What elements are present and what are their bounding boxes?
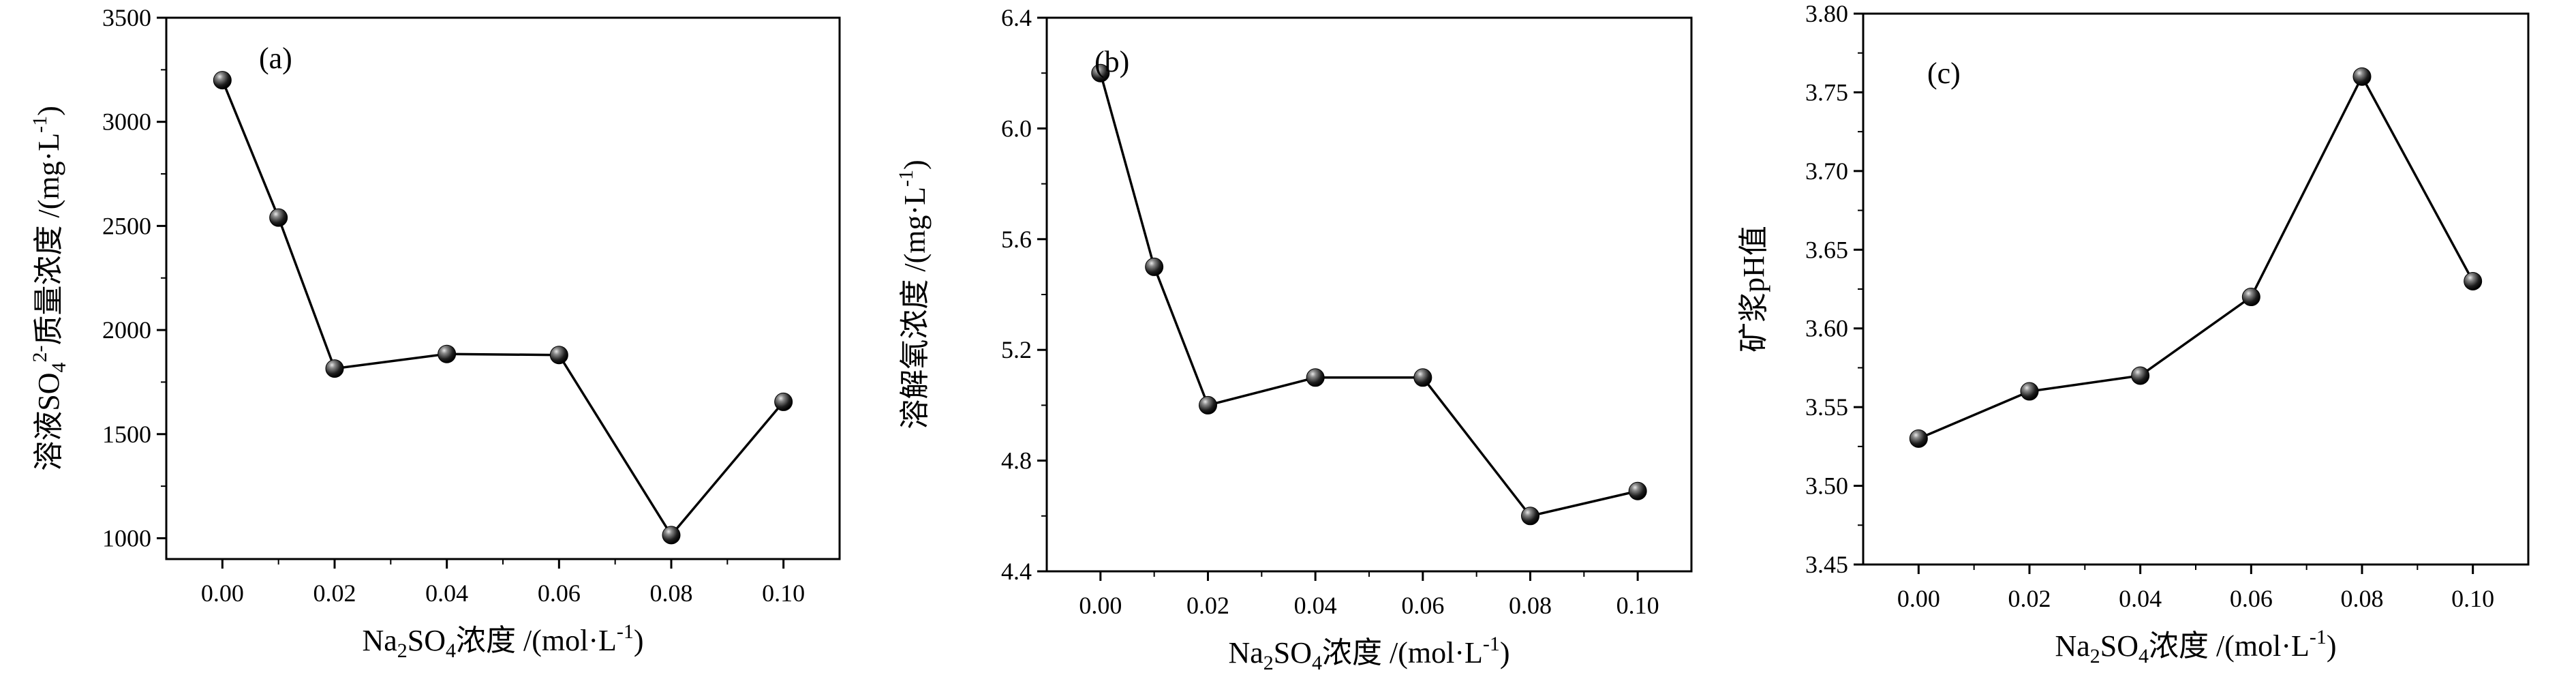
chart-panel-1: 0.00 0.02 0.04 0.06 0.08 0.10 1000 1500 2000 2500…	[29, 4, 841, 662]
x-axis-label: Na2SO4浓度 /(mol·L-1)	[362, 620, 643, 662]
y-tick-label: 5.6	[1001, 226, 1032, 253]
y-tick-label: 3.75	[1805, 78, 1848, 106]
x-tick-label: 0.02	[313, 580, 356, 607]
x-tick-label: 0.10	[1616, 592, 1659, 619]
plot-frame	[1862, 12, 2530, 566]
plot-frame	[1045, 16, 1693, 573]
y-tick-label: 1500	[102, 421, 151, 448]
y-tick-label: 4.4	[1001, 558, 1032, 585]
x-tick-label: 0.04	[1294, 592, 1337, 619]
x-tick-label: 0.00	[1897, 585, 1940, 612]
y-tick-label: 3.55	[1805, 393, 1848, 421]
data-point	[1413, 368, 1432, 387]
x-tick-label: 0.04	[425, 580, 468, 607]
y-tick-label: 3.45	[1805, 551, 1848, 578]
series-line	[221, 79, 785, 537]
y-axis-label: 溶液SO42-质量浓度 /(mg·L-1)	[29, 106, 70, 471]
series-line	[1918, 74, 2474, 440]
data-point	[213, 71, 232, 90]
data-point	[269, 208, 288, 227]
y-tick-label: 3.70	[1805, 157, 1848, 185]
data-point	[2131, 366, 2150, 385]
x-axis-label: Na2SO4浓度 /(mol·L-1)	[1228, 633, 1509, 674]
y-tick-label: 3.65	[1805, 236, 1848, 263]
x-tick-label: 0.08	[650, 580, 693, 607]
data-point	[2241, 288, 2260, 307]
data-point	[549, 346, 568, 365]
data-point	[774, 392, 793, 411]
data-point	[1521, 507, 1539, 526]
series-line	[1099, 72, 1638, 517]
y-tick-label: 3.60	[1805, 315, 1848, 342]
x-tick-label: 0.00	[1079, 592, 1122, 619]
panel-label: (b)	[1094, 45, 1129, 78]
panel-label: (c)	[1927, 57, 1961, 90]
y-tick-label: 2000	[102, 316, 151, 344]
y-tick-label: 5.2	[1001, 336, 1032, 363]
data-point	[1199, 395, 1217, 415]
y-tick-label: 2500	[102, 212, 151, 239]
x-tick-label: 0.06	[538, 580, 581, 607]
x-tick-label: 0.02	[2008, 585, 2051, 612]
chart-panel-3: 0.00 0.02 0.04 0.06 0.08 0.10 3.45 3.50 3.55 3.60…	[1737, 0, 2530, 667]
data-point	[325, 359, 344, 378]
y-tick-label: 3.80	[1805, 0, 1848, 27]
y-tick-label: 3000	[102, 108, 151, 136]
data-point	[438, 344, 457, 363]
data-point	[662, 526, 681, 545]
y-tick-label: 4.8	[1001, 447, 1032, 475]
data-point	[1145, 257, 1164, 276]
plot-frame	[165, 16, 841, 560]
chart-panel-2: 0.00 0.02 0.04 0.06 0.08 0.10 4.4 4.8 5.2 5.6 6.0 6…	[895, 4, 1693, 674]
x-tick-label: 0.08	[2341, 585, 2384, 612]
x-tick-label: 0.04	[2119, 585, 2162, 612]
y-tick-label: 6.0	[1001, 115, 1032, 142]
x-tick-label: 0.06	[1401, 592, 1444, 619]
data-point	[2020, 382, 2039, 401]
x-tick-label: 0.10	[2451, 585, 2494, 612]
panel-label: (a)	[259, 42, 292, 75]
x-tick-label: 0.08	[1509, 592, 1552, 619]
y-tick-label: 3.50	[1805, 472, 1848, 500]
y-tick-label: 6.4	[1001, 4, 1032, 31]
data-point	[1091, 63, 1110, 82]
y-axis-label: 溶解氧浓度 /(mg·L-1)	[895, 160, 932, 429]
data-point	[2352, 67, 2372, 86]
x-tick-label: 0.06	[2230, 585, 2273, 612]
y-axis-label: 矿浆pH值	[1737, 226, 1770, 352]
x-tick-label: 0.02	[1186, 592, 1229, 619]
data-point	[1306, 368, 1325, 387]
data-point	[2464, 271, 2483, 290]
x-tick-label: 0.00	[201, 580, 244, 607]
y-tick-label: 3500	[102, 4, 151, 31]
data-point	[1628, 481, 1647, 500]
x-tick-label: 0.10	[762, 580, 805, 607]
y-tick-label: 1000	[102, 524, 151, 552]
x-axis-label: Na2SO4浓度 /(mol·L-1)	[2055, 626, 2336, 667]
data-point	[1909, 429, 1928, 448]
